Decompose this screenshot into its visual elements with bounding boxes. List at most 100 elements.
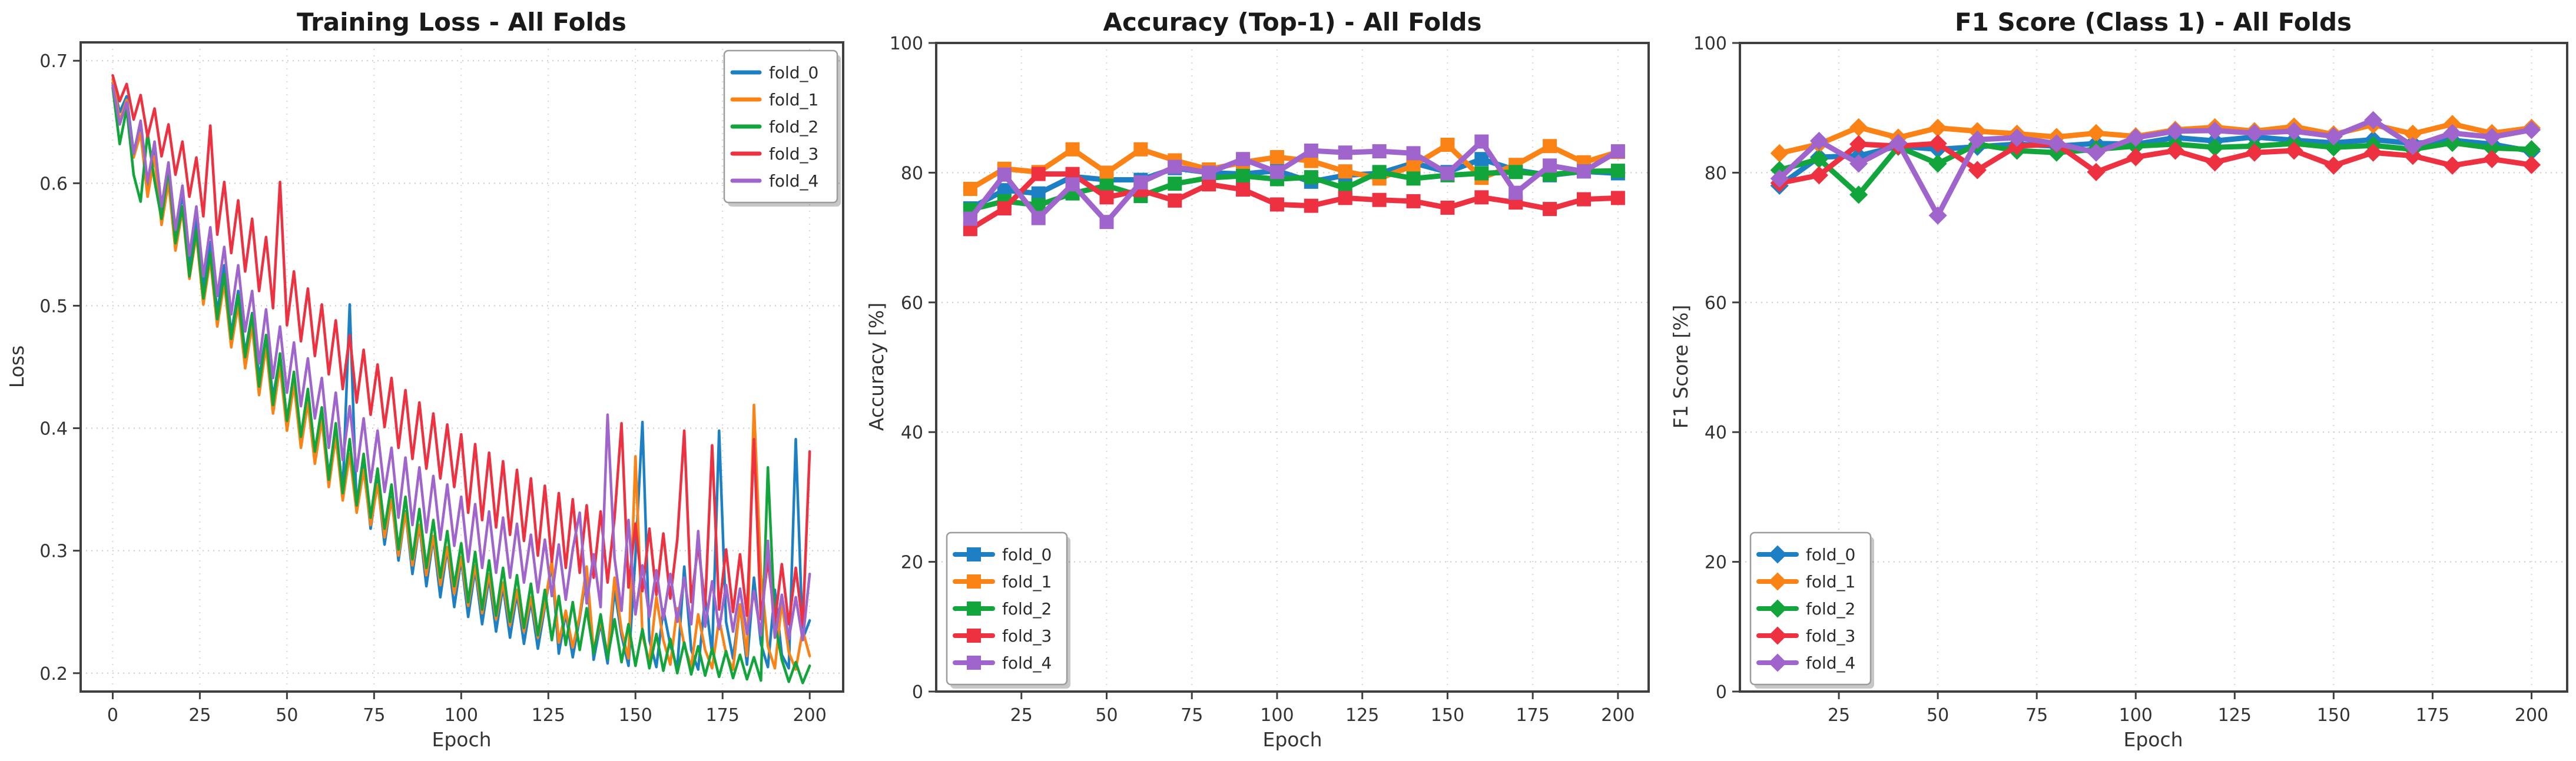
series-marker-fold_4 (2522, 121, 2541, 139)
series-marker-fold_2 (2324, 138, 2343, 157)
series-marker-fold_3 (1849, 135, 1868, 154)
legend-marker-fold_4 (1768, 653, 1787, 672)
series-marker-fold_3 (1440, 200, 1455, 215)
series-line-fold_4 (111, 84, 811, 642)
series-marker-fold_4 (2285, 122, 2303, 141)
x-tick-label: 175 (1516, 705, 1550, 726)
series-marker-fold_3 (2285, 141, 2303, 160)
series-marker-fold_3 (1099, 190, 1114, 205)
series-marker-fold_1 (963, 181, 977, 196)
x-tick-label: 50 (1927, 705, 1949, 726)
y-tick-label: 40 (1705, 423, 1727, 443)
series-marker-fold_4 (1304, 143, 1318, 158)
legend-label-fold_4: fold_4 (1002, 653, 1052, 673)
legend-marker-fold_3 (1768, 626, 1787, 645)
legend-label-fold_1: fold_1 (769, 90, 818, 109)
series-marker-fold_2 (1304, 170, 1318, 185)
series-marker-fold_1 (1770, 144, 1789, 162)
series-marker-fold_4 (1406, 146, 1421, 161)
legend-marker-fold_3 (967, 629, 981, 643)
series-marker-fold_3 (1928, 134, 1947, 153)
series-marker-fold_4 (2008, 128, 2027, 147)
series-marker-fold_3 (1168, 193, 1182, 208)
x-tick-label: 200 (1601, 705, 1635, 726)
series-marker-fold_3 (997, 201, 1012, 216)
legend-label-fold_2: fold_2 (1002, 599, 1052, 619)
series-marker-fold_4 (2324, 127, 2343, 146)
x-axis-label-training-loss: Epoch (432, 728, 491, 751)
legend-marker-fold_1 (1768, 572, 1787, 591)
y-tick-label: 80 (901, 163, 923, 184)
series-marker-fold_3 (2324, 156, 2343, 175)
x-tick-label: 75 (2025, 705, 2048, 726)
plot-frame (79, 41, 844, 693)
series-marker-fold_4 (1849, 154, 1868, 173)
accuracy-panel: 25 50 75 100 125 150 175 200 0 20 40 60 80 100 fold_0f… (890, 34, 1650, 726)
series-marker-fold_3 (2364, 143, 2383, 162)
series-marker-fold_1 (1440, 138, 1455, 152)
x-tick-label: 175 (2416, 705, 2449, 726)
series-marker-fold_4 (1269, 165, 1284, 180)
series-marker-fold_4 (1065, 177, 1080, 192)
series-marker-fold_3 (2126, 148, 2145, 167)
series-marker-fold_3 (1406, 194, 1421, 208)
x-tick-label: 125 (532, 705, 565, 726)
series-marker-fold_1 (1543, 139, 1557, 154)
x-axis-label-accuracy: Epoch (1262, 728, 1322, 751)
series-marker-fold_4 (1099, 215, 1114, 230)
series-marker-fold_4 (1928, 206, 1947, 225)
series-marker-fold_1 (1928, 118, 1947, 137)
series-marker-fold_4 (2206, 121, 2224, 140)
series-marker-fold_2 (1474, 166, 1489, 181)
y-tick-label: 80 (1705, 163, 1727, 184)
series-marker-fold_1 (2087, 124, 2106, 142)
y-tick-label: 20 (1705, 553, 1727, 573)
y-axis-label-f1: F1 Score [%] (1669, 305, 1692, 429)
legend-label-fold_0: fold_0 (1806, 545, 1855, 564)
series-marker-fold_3 (1269, 197, 1284, 212)
x-tick-label: 150 (619, 705, 652, 726)
legend-label-fold_3: fold_3 (1806, 626, 1855, 646)
legend-label-fold_0: fold_0 (769, 63, 818, 82)
f1-panel: 25 50 75 100 125 150 175 200 0 20 40 60 80 100 fold_0f… (1693, 34, 2568, 726)
y-tick-label: 0 (1716, 682, 1727, 703)
series-marker-fold_2 (1809, 149, 1829, 168)
series-marker-fold_3 (1543, 202, 1557, 217)
legend-label-fold_3: fold_3 (769, 144, 818, 164)
plot-frame (1739, 42, 2568, 693)
series-marker-fold_2 (2522, 140, 2541, 159)
legend-label-fold_3: fold_3 (1002, 626, 1052, 646)
series-marker-fold_4 (963, 211, 977, 226)
series-marker-fold_2 (1610, 164, 1625, 178)
legend-marker-fold_1 (967, 574, 981, 589)
series-marker-fold_4 (997, 167, 1012, 182)
legend: fold_0 fold_1 fold_2 fold_3 fold_4 (723, 49, 841, 207)
series-marker-fold_4 (1168, 159, 1182, 174)
legend-marker-fold_0 (967, 547, 981, 561)
series-marker-fold_1 (1099, 165, 1114, 180)
y-tick-label: 20 (901, 553, 923, 573)
series-marker-fold_3 (1968, 161, 1987, 180)
x-tick-label: 50 (1095, 705, 1118, 726)
series-marker-fold_4 (1440, 166, 1455, 181)
y-tick-label: 0.3 (39, 541, 68, 562)
series-marker-fold_4 (2245, 124, 2264, 142)
series-marker-fold_3 (1474, 190, 1489, 205)
series-marker-fold_3 (1202, 177, 1216, 192)
legend-box (946, 531, 1068, 686)
series-marker-fold_1 (1849, 118, 1868, 137)
y-tick-label: 40 (901, 423, 923, 443)
series-marker-fold_4 (1889, 134, 1908, 152)
x-tick-label: 50 (276, 705, 298, 726)
series-marker-fold_4 (1133, 175, 1148, 190)
legend-box (723, 49, 838, 204)
y-tick-label: 100 (1693, 34, 1727, 54)
series-marker-fold_4 (2364, 111, 2383, 129)
series-marker-fold_3 (2206, 153, 2224, 172)
x-tick-label: 200 (793, 705, 827, 726)
series-marker-fold_1 (1269, 149, 1284, 164)
legend: fold_0 fold_1 fold_2 fold_3 fold_4 (946, 531, 1070, 689)
y-axis-label-training-loss: Loss (5, 345, 28, 388)
series-marker-fold_1 (1338, 164, 1352, 179)
legend-label-fold_1: fold_1 (1806, 572, 1855, 591)
